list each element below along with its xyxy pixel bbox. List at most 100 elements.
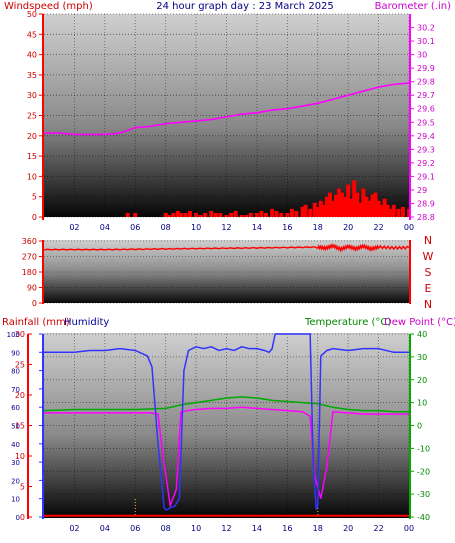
humidity-tick-label: 30 xyxy=(11,459,20,467)
windspeed-tick-label: 40 xyxy=(27,51,37,60)
x-tick-label: 10 xyxy=(191,223,201,232)
windspeed-tick-label: 25 xyxy=(27,112,37,121)
temperature-axis-label: Temperature (°C) xyxy=(304,317,391,328)
temperature-tick-label: -20 xyxy=(417,467,430,476)
rainfall-tick-label: 30 xyxy=(15,330,25,339)
wind-bar xyxy=(198,214,203,217)
temperature-tick-label: -40 xyxy=(417,513,430,522)
wind-bar xyxy=(175,210,180,217)
compass-label: S xyxy=(425,266,432,279)
wind-bar xyxy=(361,188,366,217)
x-tick-label: 18 xyxy=(313,223,323,232)
wind-bar xyxy=(163,212,168,217)
wind-bar xyxy=(400,206,405,217)
wind-bar xyxy=(279,212,284,217)
wind-bar xyxy=(229,212,234,217)
temperature-tick-label: 0 xyxy=(417,422,422,431)
x-tick-label: 16 xyxy=(282,223,292,232)
barometer-tick-label: 29.6 xyxy=(417,105,435,114)
wind-bar xyxy=(203,212,208,217)
x-tick-label: 14 xyxy=(252,524,262,533)
humidity-tick-label: 70 xyxy=(11,386,20,394)
barometer-tick-label: 30.1 xyxy=(417,37,435,46)
x-tick-label: 02 xyxy=(69,524,79,533)
temperature-tick-label: 10 xyxy=(417,399,427,408)
compass-label: N xyxy=(424,298,432,311)
wind-bar xyxy=(367,200,372,217)
wind-bar xyxy=(385,204,390,217)
rainfall-tick-label: 25 xyxy=(15,361,25,370)
wind-bar xyxy=(308,208,313,217)
humidity-tick-label: 50 xyxy=(11,423,20,431)
x-tick-label: 16 xyxy=(282,524,292,533)
rainfall-tick-label: 20 xyxy=(15,391,25,400)
wind-bar xyxy=(218,212,223,217)
barometer-tick-label: 29.8 xyxy=(417,78,435,87)
x-tick-label: 04 xyxy=(100,524,110,533)
wind-bar xyxy=(396,208,401,217)
wind-bar xyxy=(352,180,357,217)
x-tick-label: 20 xyxy=(343,524,353,533)
wind-bar xyxy=(239,214,244,217)
axes-rain-humidity-temp: 0510152025300102030405060708090100-40-30… xyxy=(7,330,430,533)
wind-bar xyxy=(224,214,229,217)
x-tick-label: 20 xyxy=(343,223,353,232)
humidity-tick-label: 90 xyxy=(11,349,20,357)
wind-bar xyxy=(259,210,264,217)
temperature-tick-label: 20 xyxy=(417,376,427,385)
barometer-tick-label: 28.8 xyxy=(417,213,435,222)
rainfall-tick-label: 15 xyxy=(15,422,25,431)
windspeed-tick-label: 35 xyxy=(27,71,37,80)
wind-bar xyxy=(318,200,323,217)
grid-wind-pressure xyxy=(44,13,410,218)
x-tick-label: 14 xyxy=(252,223,262,232)
windspeed-tick-label: 5 xyxy=(32,193,37,202)
wind-bar xyxy=(183,212,188,217)
wind-bar xyxy=(327,192,332,217)
barometer-tick-label: 29.7 xyxy=(417,91,435,100)
windspeed-tick-label: 10 xyxy=(27,172,37,181)
barometer-line xyxy=(44,82,410,136)
windspeed-tick-label: 30 xyxy=(27,91,37,100)
direction-tick-label: 0 xyxy=(32,299,37,308)
x-tick-label: 00 xyxy=(404,223,414,232)
barometer-tick-label: 30 xyxy=(417,51,427,60)
wind-bar xyxy=(346,184,351,217)
barometer-tick-label: 30.2 xyxy=(417,24,435,33)
x-tick-label: 06 xyxy=(130,223,140,232)
compass-label: W xyxy=(423,250,434,263)
wind-bar xyxy=(388,208,393,217)
temperature-tick-label: 40 xyxy=(417,330,427,339)
marks-wind-direction xyxy=(43,243,410,253)
x-tick-label: 04 xyxy=(100,223,110,232)
wind-bar xyxy=(376,200,381,217)
wind-bar xyxy=(254,212,259,217)
wind-bar xyxy=(233,210,238,217)
wind-bar xyxy=(294,210,299,217)
windspeed-tick-label: 50 xyxy=(27,10,37,19)
wind-bar xyxy=(166,214,171,217)
wind-bar xyxy=(194,212,199,217)
wind-bar xyxy=(334,194,338,217)
wind-bar xyxy=(244,214,249,217)
x-tick-label: 08 xyxy=(161,524,171,533)
x-tick-label: 18 xyxy=(313,524,323,533)
rainfall-tick-label: 0 xyxy=(20,513,25,522)
dewpoint-axis-label: Dew Point (°C) xyxy=(384,317,455,328)
x-tick-label: 22 xyxy=(373,524,383,533)
wind-bar xyxy=(321,204,326,217)
x-tick-label: 08 xyxy=(161,223,171,232)
rainfall-axis-label: Rainfall (mm) xyxy=(2,317,70,328)
humidity-tick-label: 0 xyxy=(16,514,20,522)
marks-wind-pressure xyxy=(44,82,411,217)
direction-tick-label: 90 xyxy=(27,284,37,293)
barometer-tick-label: 29 xyxy=(417,186,427,195)
dewpoint-line xyxy=(44,406,409,509)
humidity-axis-label: Humidity xyxy=(64,317,109,328)
wind-bar xyxy=(248,212,253,217)
wind-bar xyxy=(303,204,308,217)
direction-tick-label: 270 xyxy=(22,253,37,262)
temperature-tick-label: 30 xyxy=(417,353,427,362)
wind-bar xyxy=(312,202,317,217)
direction-tick-label: 360 xyxy=(22,237,37,246)
